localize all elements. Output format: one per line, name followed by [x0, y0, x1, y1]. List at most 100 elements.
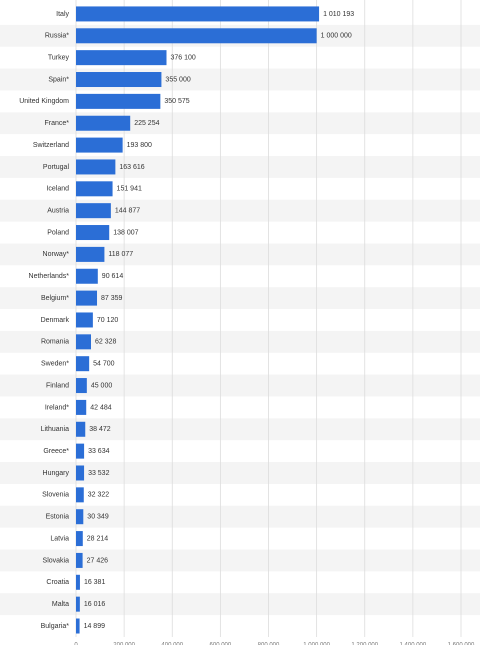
category-label: Ireland* — [45, 404, 69, 411]
category-label: Turkey — [48, 54, 70, 61]
bar — [76, 421, 86, 437]
row-stripe — [0, 549, 480, 572]
value-label: 138 007 — [113, 229, 138, 236]
value-label: 1 000 000 — [321, 33, 352, 40]
category-label: Poland — [47, 229, 69, 236]
value-label: 350 575 — [164, 98, 189, 105]
row-stripe — [0, 330, 480, 353]
bar — [76, 28, 317, 44]
value-label: 144 877 — [115, 208, 140, 215]
bar — [76, 203, 111, 219]
value-label: 33 532 — [88, 470, 110, 477]
value-label: 193 800 — [127, 142, 152, 149]
bar — [76, 93, 161, 109]
value-label: 33 634 — [88, 448, 110, 455]
bar — [76, 443, 85, 459]
row-stripe — [0, 593, 480, 616]
bar — [76, 378, 87, 394]
category-label: Iceland — [46, 186, 69, 193]
value-label: 14 899 — [84, 623, 106, 630]
bar — [76, 246, 105, 262]
value-label: 376 100 — [170, 54, 195, 61]
row-stripe — [0, 287, 480, 310]
category-label: Russia* — [45, 33, 69, 40]
bar — [76, 72, 162, 88]
row-stripe — [0, 505, 480, 528]
value-label: 38 472 — [89, 426, 111, 433]
bar — [76, 50, 167, 66]
bar — [76, 531, 83, 547]
value-label: 32 322 — [88, 492, 110, 499]
bar — [76, 290, 98, 306]
row-stripe — [0, 462, 480, 484]
category-label: Norway* — [43, 251, 70, 258]
value-label: 45 000 — [91, 382, 113, 389]
value-label: 355 000 — [165, 76, 190, 83]
value-label: 87 359 — [101, 295, 123, 302]
row-stripe — [0, 112, 480, 135]
row-stripe — [0, 374, 480, 397]
value-label: 42 484 — [90, 404, 112, 411]
category-label: Greece* — [43, 448, 69, 455]
category-label: United Kingdom — [19, 98, 69, 105]
row-stripe — [0, 156, 480, 178]
bar — [76, 574, 80, 590]
bar — [76, 115, 131, 131]
bar — [76, 465, 85, 481]
value-label: 54 700 — [93, 361, 115, 368]
bar — [76, 268, 98, 284]
category-label: Finland — [46, 382, 69, 389]
category-label: Lithuania — [41, 426, 70, 433]
category-label: Bulgaria* — [41, 623, 70, 630]
value-label: 151 941 — [117, 186, 142, 193]
category-label: Slovenia — [42, 492, 69, 499]
category-label: Switzerland — [33, 142, 69, 149]
value-label: 1 010 193 — [323, 11, 354, 18]
value-label: 62 328 — [95, 339, 117, 346]
category-label: Portugal — [43, 164, 70, 171]
bar — [76, 552, 83, 568]
value-label: 70 120 — [97, 317, 119, 324]
bar — [76, 487, 84, 503]
bar — [76, 225, 110, 241]
value-label: 163 616 — [119, 164, 144, 171]
value-label: 30 349 — [87, 514, 109, 521]
row-stripe — [0, 418, 480, 441]
category-label: Denmark — [41, 317, 70, 324]
value-label: 16 381 — [84, 579, 106, 586]
category-label: Slovakia — [43, 557, 70, 564]
row-stripe — [0, 68, 480, 91]
category-label: Italy — [56, 11, 69, 18]
bar — [76, 509, 84, 525]
category-label: Austria — [47, 208, 69, 215]
bar — [76, 618, 80, 634]
category-label: Belgium* — [41, 295, 69, 302]
category-label: Hungary — [43, 470, 70, 477]
category-label: Sweden* — [41, 361, 69, 368]
value-label: 28 214 — [87, 535, 109, 542]
bar — [76, 356, 90, 372]
category-label: Spain* — [48, 76, 69, 83]
bar — [76, 181, 113, 197]
bar — [76, 6, 320, 22]
row-stripe — [0, 199, 480, 222]
category-label: Croatia — [46, 579, 69, 586]
bar — [76, 159, 116, 175]
value-label: 225 254 — [134, 120, 159, 127]
category-label: France* — [44, 120, 69, 127]
category-label: Latvia — [50, 535, 69, 542]
value-label: 16 016 — [84, 601, 106, 608]
value-label: 118 077 — [108, 251, 133, 258]
category-label: Estonia — [46, 514, 69, 521]
bar — [76, 137, 123, 153]
bar — [76, 334, 91, 350]
bar — [76, 596, 80, 612]
row-stripe — [0, 243, 480, 266]
value-label: 90 614 — [102, 273, 124, 280]
category-label: Netherlands* — [29, 273, 70, 280]
category-label: Malta — [52, 601, 69, 608]
bar — [76, 312, 93, 328]
value-label: 27 426 — [87, 557, 109, 564]
bar — [76, 399, 87, 415]
